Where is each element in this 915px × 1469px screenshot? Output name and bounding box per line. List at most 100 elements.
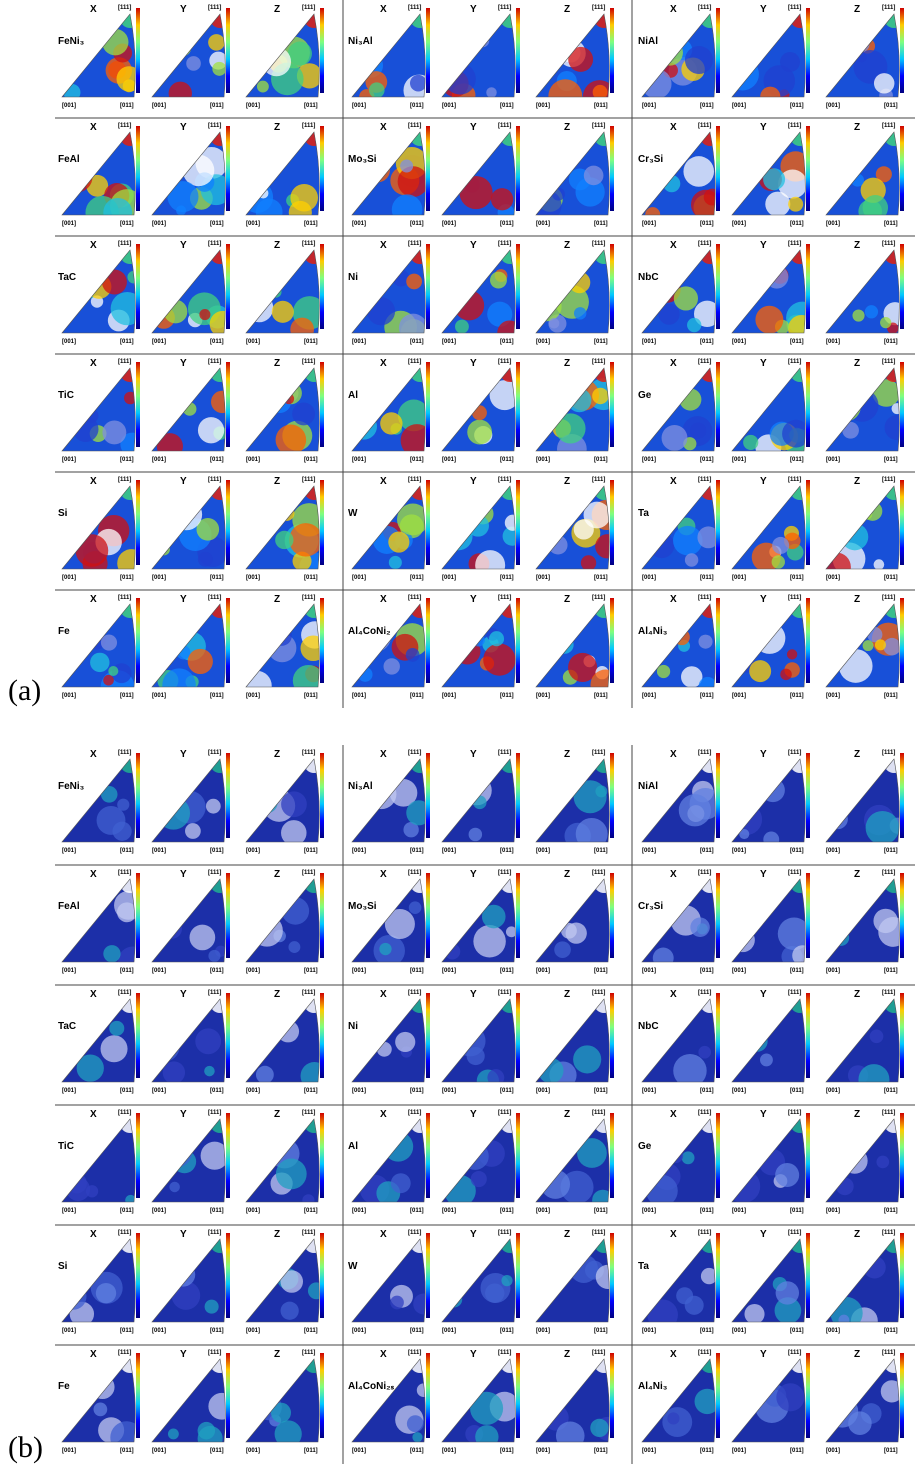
axis-label: Z [854,749,860,760]
pole-label: [111] [302,5,315,11]
colorbar [320,362,324,447]
ipf-blob [73,416,99,442]
colorbar [806,362,810,447]
axis-label: Z [274,1109,280,1120]
ipf [60,993,140,1087]
ipf-blob [657,40,683,66]
ipf-blob [875,639,886,650]
ipf-blob [388,531,409,552]
pole-label: [001] [246,1328,260,1334]
ipf-blob [780,52,800,72]
ipf [824,993,904,1095]
axis-label: X [380,1349,387,1360]
ipf-blob [876,1156,889,1169]
colorbar [136,362,140,447]
ipf [350,8,435,106]
pole-label: [011] [500,1448,514,1454]
pole-label: [001] [826,693,840,699]
pole-label: [001] [152,968,166,974]
ipf [150,362,233,459]
ipf-blob [679,794,711,826]
pole-label: [111] [882,1350,895,1356]
axis-label: X [90,4,97,15]
ipf-blob [830,175,849,194]
colorbar [716,993,720,1078]
pole-label: [011] [884,575,898,581]
pole-label: [001] [732,103,746,109]
ipf-blob [168,388,182,402]
ipf-blob [168,1429,179,1440]
material-name: Al₄CoNi₂ [348,626,391,637]
colorbar [716,598,720,683]
axis-label: X [670,4,677,15]
colorbar [136,1353,140,1438]
ipf-blob [96,1283,116,1303]
pole-label: [001] [62,693,76,699]
ipf-blob [109,1021,124,1036]
axis-label: X [90,869,97,880]
ipf-blob [763,168,785,190]
pole-label: [011] [210,575,224,581]
pole-label: [001] [246,693,260,699]
ipf-blob [454,290,484,320]
axis-label: Z [564,240,570,251]
colorbar [806,598,810,683]
pole-label: [001] [536,1328,550,1334]
pole-label: [111] [302,123,315,129]
axis-label: Y [470,749,477,760]
ipf-blob [642,69,672,99]
ipf-blob [775,1163,799,1187]
pole-label: [011] [410,575,424,581]
ipf-blob [698,1046,711,1059]
ipf-blob [472,405,487,420]
axis-label: Z [854,476,860,487]
colorbar [900,1113,904,1198]
material-name: NbC [638,272,659,283]
ipf-blob [556,1421,585,1450]
axis-label: X [380,4,387,15]
ipf [242,126,324,225]
pole-label: [001] [62,1208,76,1214]
material-name: Ni [348,272,358,283]
ipf-blob [97,806,126,835]
pole-label: [111] [592,1230,605,1236]
pole-label: [111] [882,5,895,11]
axis-label: Y [180,122,187,133]
axis-label: Z [564,122,570,133]
pole-label: [111] [592,477,605,483]
axis-label: Z [274,476,280,487]
ipf-blob [380,412,402,434]
ipf [534,8,616,113]
pole-label: [001] [442,221,456,227]
pole-label: [001] [536,575,550,581]
ipf [60,598,140,704]
pole-label: [111] [302,750,315,756]
ipf-blob [169,1182,180,1193]
pole-label: [111] [208,1110,221,1116]
axis-label: Z [274,594,280,605]
ipf-blob [542,1028,558,1044]
ipf [150,8,230,105]
colorbar [806,1353,810,1438]
pole-label: [001] [826,1448,840,1454]
ipf-blob [250,147,275,172]
pole-label: [111] [208,241,221,247]
pole-label: [111] [408,750,421,756]
ipf-blob [281,791,307,817]
ipf-blob [487,1069,504,1086]
pole-label: [111] [788,750,801,756]
axis-label: Y [180,1109,187,1120]
ipf [150,753,230,847]
ipf-blob [740,1013,764,1037]
ipf-blob [444,63,475,94]
pole-label: [111] [302,359,315,365]
material-name: TaC [58,272,76,283]
ipf-blob [256,1066,274,1084]
ipf-blob [279,505,295,521]
pole-label: [011] [210,103,224,109]
axis-label: Z [854,869,860,880]
pole-label: [001] [826,339,840,345]
pole-label: [011] [594,1208,608,1214]
pole-label: [001] [62,1088,76,1094]
ipf-blob [290,184,318,212]
